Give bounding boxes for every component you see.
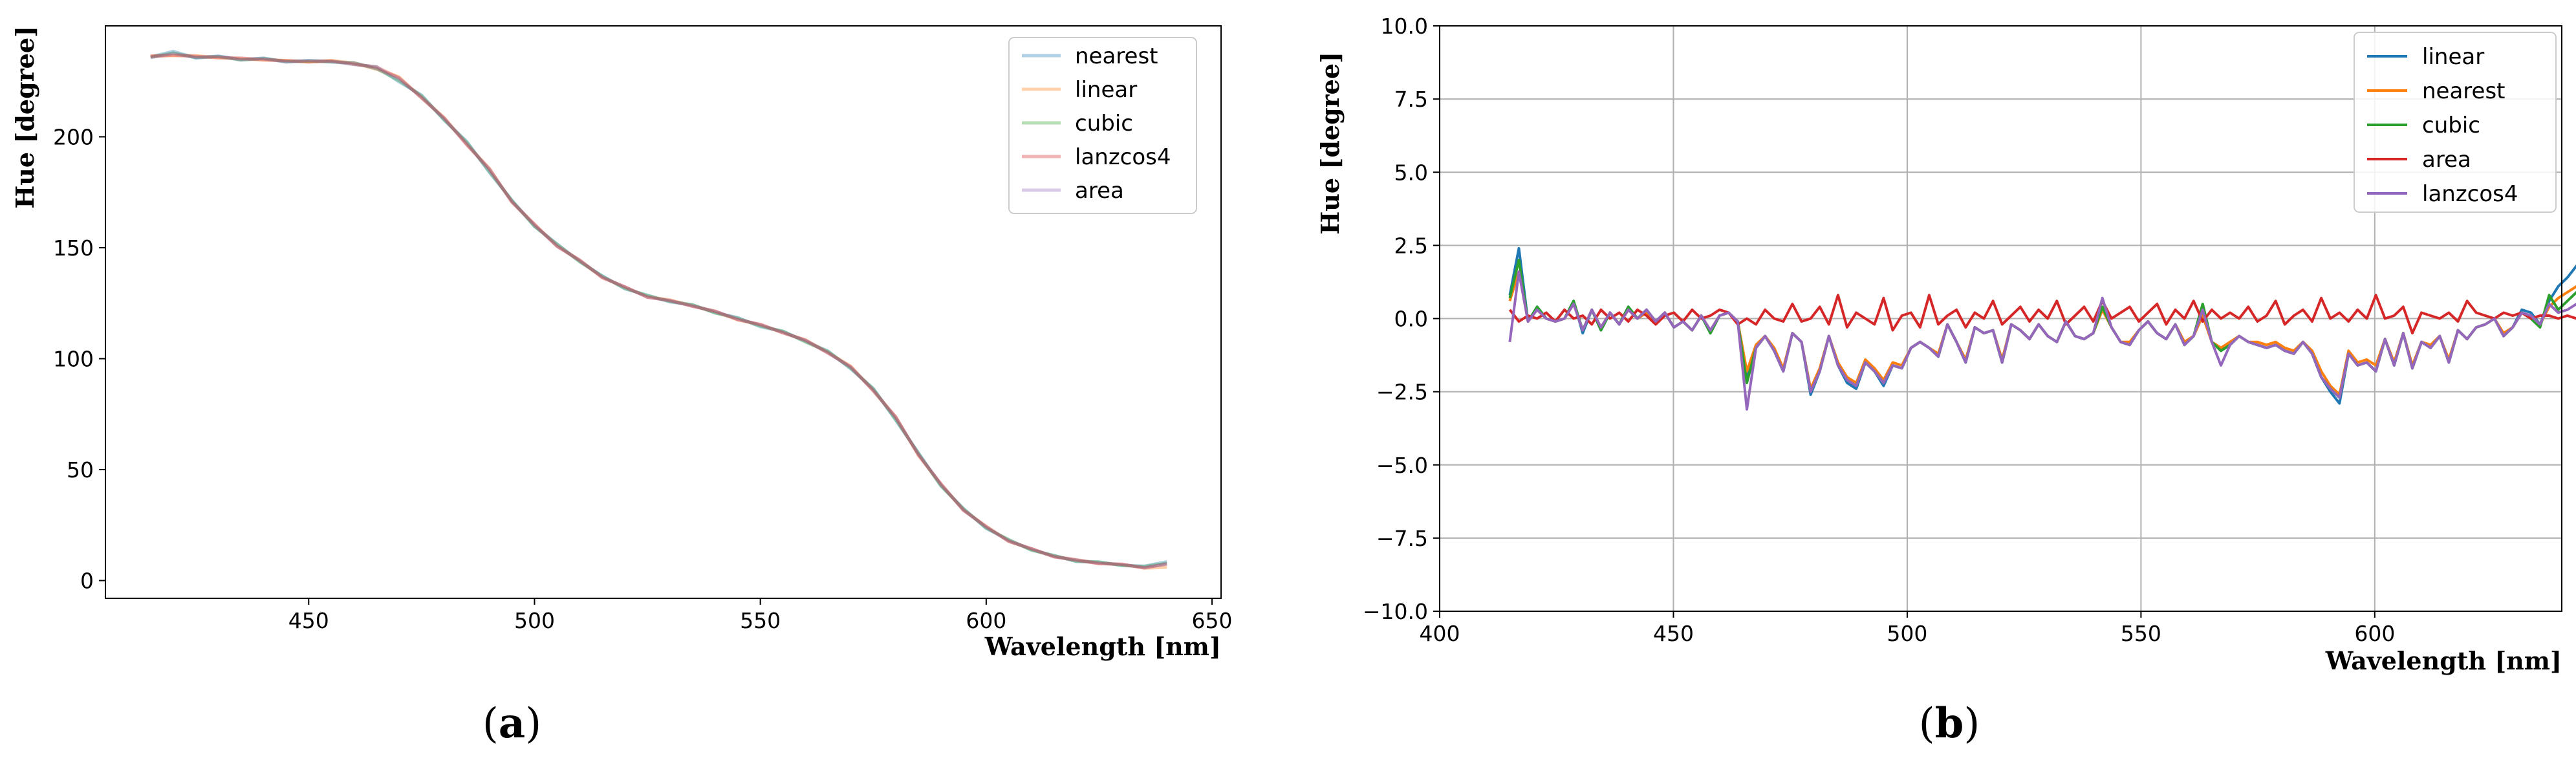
x-axis-label-b: Wavelength [nm] — [2325, 646, 2562, 675]
x-tick-label-b: 400 — [1420, 621, 1460, 646]
y-tick-label-b: 2.5 — [1394, 233, 1428, 258]
x-tick-label-b: 450 — [1653, 621, 1694, 646]
y-tick-label-b: −5.0 — [1376, 453, 1428, 478]
series-line-lanzcos4 — [150, 53, 1167, 570]
legend-label-a: lanzcos4 — [1075, 144, 1171, 170]
y-tick-label-a: 50 — [67, 457, 94, 483]
caption-b: (b) — [1919, 699, 1980, 748]
y-tick-label-b: 5.0 — [1394, 160, 1428, 185]
panel-a: 450 500 550 600 650 0 50 100 150 200 Wavelength [n… — [10, 25, 1233, 748]
x-tick-label-b: 600 — [2354, 621, 2395, 646]
legend-label-b: area — [2422, 147, 2471, 173]
y-tick-label-b: 0.0 — [1394, 307, 1428, 332]
series-line-area — [1508, 294, 2576, 335]
legend-label-a: cubic — [1075, 111, 1133, 136]
y-tick-label-b: 7.5 — [1394, 87, 1428, 112]
legend-a: nearest linear cubic lanzcos4 area — [1008, 37, 1197, 214]
y-tick-label-a: 200 — [53, 125, 94, 150]
legend-label-a: nearest — [1075, 43, 1158, 69]
x-tick-label-a: 600 — [966, 608, 1006, 633]
series-line-linear — [150, 54, 1167, 570]
x-tick-label-a: 450 — [288, 608, 329, 633]
y-tick-label-b: −2.5 — [1376, 380, 1428, 405]
y-axis-label-a: Hue [degree] — [10, 26, 39, 209]
series-line-cubic — [150, 51, 1167, 569]
x-tick-label-b: 550 — [2121, 621, 2161, 646]
legend-label-b: linear — [2422, 44, 2484, 70]
legend-box-a — [1008, 37, 1197, 214]
x-tick-label-a: 500 — [514, 608, 555, 633]
legend-box-b — [2354, 32, 2557, 213]
y-axis-label-b: Hue [degree] — [1315, 52, 1345, 235]
series-line-lanzcos4 — [1508, 270, 2576, 411]
caption-letter-a: a — [499, 699, 525, 748]
caption-letter-b: b — [1935, 699, 1964, 748]
series-line-nearest — [1508, 270, 2576, 396]
y-tick-label-a: 150 — [53, 235, 94, 261]
y-tick-label-b: −10.0 — [1363, 599, 1428, 624]
y-tick-label-b: −7.5 — [1376, 526, 1428, 551]
legend-label-a: linear — [1075, 77, 1137, 103]
series-line-nearest — [150, 49, 1167, 568]
y-tick-label-b: 10.0 — [1381, 14, 1428, 39]
caption-a: (a) — [482, 699, 541, 748]
legend-label-b: lanzcos4 — [2422, 181, 2518, 207]
legend-label-b: cubic — [2422, 113, 2480, 138]
series-line-area — [150, 52, 1167, 570]
plot-frame-a — [105, 25, 1222, 599]
x-tick-label-b: 500 — [1887, 621, 1927, 646]
legend-label-b: nearest — [2422, 78, 2506, 104]
x-tick-label-a: 550 — [740, 608, 781, 633]
y-tick-label-a: 100 — [53, 347, 94, 372]
panel-b: 400 450 500 550 600 −10.0 −7.5 −5.0 −2.5 0.0 2.5 5.… — [1315, 14, 2576, 748]
x-axis-label-a: Wavelength [nm] — [984, 632, 1221, 661]
y-tick-label-a: 0 — [80, 569, 94, 594]
x-tick-label-a: 650 — [1192, 608, 1233, 633]
legend-b: linear nearest cubic area lanzcos4 — [2354, 32, 2557, 213]
legend-label-a: area — [1075, 178, 1124, 204]
